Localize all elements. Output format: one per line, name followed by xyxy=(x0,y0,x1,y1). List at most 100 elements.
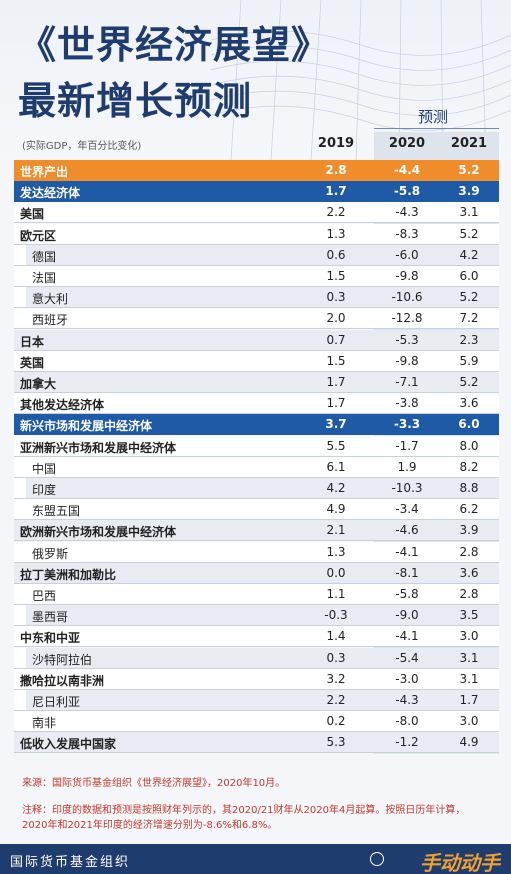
cell-2019: 1.1 xyxy=(326,587,346,601)
title-line-2: 最新增长预测 xyxy=(18,79,253,123)
cell-2020: -9.8 xyxy=(395,353,419,368)
row-label: 欧洲新兴市场和发展中经济体 xyxy=(20,525,177,540)
cell-2019: 3.7 xyxy=(325,417,347,432)
wechat-icon xyxy=(370,852,384,866)
table-row: 英国 1.5 -9.8 5.9 xyxy=(14,350,499,372)
table-row: 尼日利亚 2.2 -4.3 1.7 xyxy=(14,690,499,711)
cell-2020: -8.3 xyxy=(395,226,419,241)
forecast-divider xyxy=(374,128,499,129)
cell-2021: 5.2 xyxy=(459,290,479,305)
footnote-line-1: 注释：印度的数据和预测是按照财年列示的，其2020/21财年从2020年4月起算… xyxy=(22,805,466,816)
table-row: 法国 1.5 -9.8 6.0 xyxy=(14,266,499,287)
cell-2021: 5.2 xyxy=(458,163,480,177)
cell-2020: -9.8 xyxy=(395,269,419,283)
cell-2020: -4.6 xyxy=(395,523,419,538)
cell-2021: 3.0 xyxy=(459,629,479,644)
cell-2019: -0.3 xyxy=(324,608,348,623)
indent-marker xyxy=(14,456,26,477)
cell-2021: 8.2 xyxy=(459,459,479,474)
cell-2020: -8.0 xyxy=(395,714,419,729)
row-label: 英国 xyxy=(20,355,45,370)
cell-2021: 3.9 xyxy=(458,184,480,199)
cell-2019: 5.3 xyxy=(326,735,346,750)
title-line-1: 《世界经济展望》 xyxy=(18,23,331,67)
cell-2021: 8.8 xyxy=(459,481,479,495)
table-row: 新兴市场和发展中经济体 3.7 -3.3 6.0 xyxy=(14,414,499,436)
cell-2021: 6.0 xyxy=(458,417,480,432)
row-label: 撒哈拉以南非洲 xyxy=(20,673,105,688)
row-label: 巴西 xyxy=(32,589,57,603)
cell-2020: -4.4 xyxy=(393,163,421,177)
cell-2021: 3.0 xyxy=(459,714,479,729)
table-row: 南非 0.2 -8.0 3.0 xyxy=(14,711,499,733)
cell-2019: 1.4 xyxy=(326,629,346,644)
table-row: 沙特阿拉伯 0.3 -5.4 3.1 xyxy=(14,647,499,669)
forecast-label: 预测 xyxy=(418,108,449,126)
table-row: 亚洲新兴市场和发展中经济体 5.5 -1.7 8.0 xyxy=(14,435,499,457)
table-header: 2019 2020 2021 xyxy=(14,132,499,156)
cell-2020: -5.8 xyxy=(393,184,421,199)
cell-2020: -3.4 xyxy=(395,502,419,517)
table-row: 日本 0.7 -5.3 2.3 xyxy=(14,329,499,351)
cell-2020: -4.3 xyxy=(395,205,419,220)
cell-2021: 3.1 xyxy=(459,650,479,665)
cell-2019: 1.7 xyxy=(325,184,347,199)
cell-2021: 2.8 xyxy=(459,587,479,601)
row-label: 中国 xyxy=(32,461,57,476)
row-label: 印度 xyxy=(32,483,57,497)
hero-banner: 《世界经济展望》 最新增长预测 xyxy=(0,0,511,160)
indent-marker xyxy=(14,287,26,308)
cell-2021: 5.2 xyxy=(459,226,479,241)
cell-2019: 0.7 xyxy=(326,332,346,347)
cell-2021: 4.9 xyxy=(459,735,479,750)
source-note: 来源：国际货币基金组织《世界经济展望》，2020年10月。 xyxy=(22,778,286,789)
cell-2019: 1.7 xyxy=(326,375,346,389)
row-label: 低收入发展中国家 xyxy=(20,737,117,752)
row-label: 加拿大 xyxy=(20,377,57,391)
cell-2021: 6.2 xyxy=(459,502,479,517)
cell-2019: 1.7 xyxy=(326,396,346,411)
col-header-2021: 2021 xyxy=(450,136,488,151)
indent-marker xyxy=(14,266,26,286)
cell-2019: 2.1 xyxy=(326,523,346,538)
row-label: 尼日利亚 xyxy=(32,695,81,709)
cell-2021: 3.1 xyxy=(459,671,479,686)
table-row: 德国 0.6 -6.0 4.2 xyxy=(14,244,499,266)
indent-marker xyxy=(14,308,26,329)
cell-2019: 2.2 xyxy=(326,693,346,707)
cell-2021: 1.7 xyxy=(459,693,479,707)
cell-2019: 1.3 xyxy=(326,544,346,559)
cell-2020: -5.4 xyxy=(395,650,419,665)
indent-marker xyxy=(14,499,26,520)
row-label: 中东和中亚 xyxy=(20,631,81,646)
footer-bar: 国际货币基金组织 手动动手游 xyxy=(0,844,511,874)
indent-marker xyxy=(14,541,26,562)
indent-marker xyxy=(14,690,26,710)
unit-note: (实际GDP，年百分比变化) xyxy=(22,141,142,152)
cell-2020: -5.8 xyxy=(395,587,419,601)
row-label: 拉丁美洲和加勒比 xyxy=(20,567,117,582)
table-row: 意大利 0.3 -10.6 5.2 xyxy=(14,287,499,309)
cell-2019: 1.5 xyxy=(326,353,346,368)
cell-2021: 3.5 xyxy=(459,608,479,623)
cell-2020: -3.0 xyxy=(395,671,419,686)
cell-2019: 6.1 xyxy=(326,459,346,474)
row-label: 新兴市场和发展中经济体 xyxy=(20,419,153,434)
cell-2021: 3.1 xyxy=(459,205,479,220)
table-row: 中东和中亚 1.4 -4.1 3.0 xyxy=(14,626,499,648)
cell-2020: -8.1 xyxy=(395,565,419,580)
cell-2020: -4.1 xyxy=(395,544,419,559)
cell-2020: -10.3 xyxy=(391,481,423,495)
cell-2020: -3.3 xyxy=(393,417,421,432)
cell-2021: 8.0 xyxy=(459,438,479,453)
cell-2019: 0.0 xyxy=(326,565,346,580)
cell-2021: 4.2 xyxy=(459,247,479,262)
cell-2019: 4.2 xyxy=(326,481,346,495)
cell-2020: -7.1 xyxy=(395,375,419,389)
cell-2021: 7.2 xyxy=(459,311,479,326)
table-row: 发达经济体 1.7 -5.8 3.9 xyxy=(14,181,499,203)
row-label: 墨西哥 xyxy=(32,610,69,625)
table-row: 撒哈拉以南非洲 3.2 -3.0 3.1 xyxy=(14,668,499,690)
indent-marker xyxy=(14,711,26,732)
table-row: 世界产出 2.8 -4.4 5.2 xyxy=(14,160,499,181)
